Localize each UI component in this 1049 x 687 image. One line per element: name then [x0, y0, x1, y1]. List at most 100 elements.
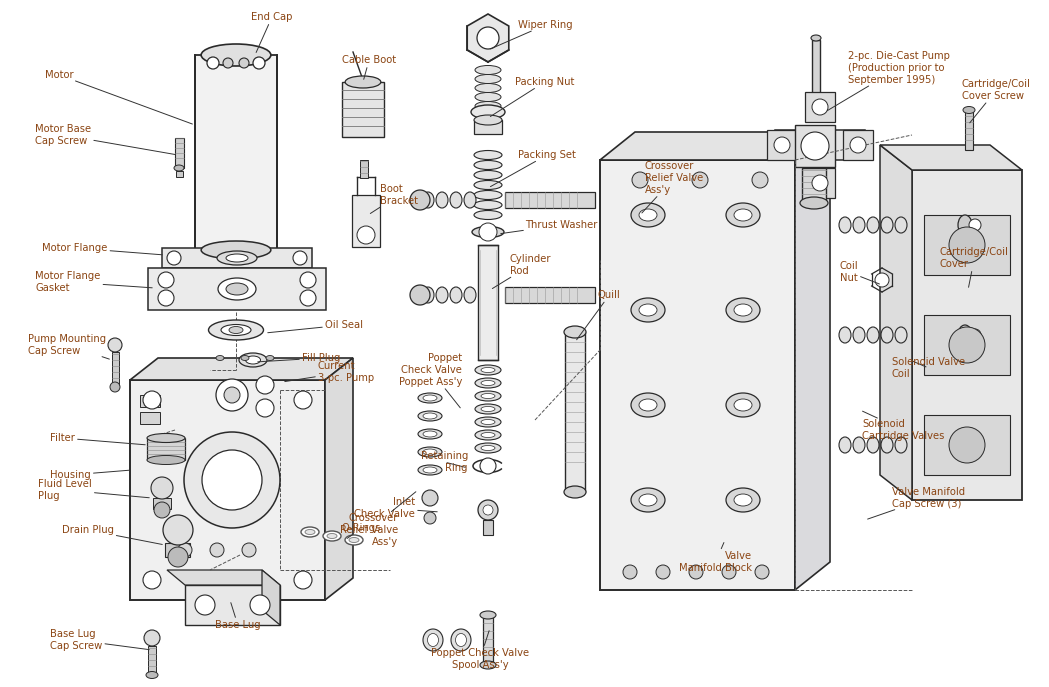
Ellipse shape: [201, 241, 271, 259]
Circle shape: [969, 329, 981, 341]
Ellipse shape: [423, 449, 437, 455]
Ellipse shape: [474, 161, 502, 170]
Ellipse shape: [423, 467, 437, 473]
Circle shape: [143, 391, 160, 409]
Polygon shape: [775, 130, 865, 160]
Ellipse shape: [209, 320, 263, 340]
Ellipse shape: [726, 393, 759, 417]
Bar: [795, 125, 835, 167]
Ellipse shape: [475, 417, 501, 427]
Text: Cartridge/Coil
Cover: Cartridge/Coil Cover: [940, 247, 1009, 287]
Bar: [474, 120, 502, 134]
Circle shape: [357, 226, 374, 244]
Ellipse shape: [450, 192, 462, 208]
Circle shape: [202, 450, 262, 510]
Circle shape: [812, 99, 828, 115]
Ellipse shape: [734, 304, 752, 316]
Ellipse shape: [218, 278, 256, 300]
Ellipse shape: [564, 326, 586, 338]
Ellipse shape: [418, 447, 442, 457]
Ellipse shape: [475, 93, 501, 102]
Ellipse shape: [428, 633, 438, 646]
Circle shape: [143, 571, 160, 589]
Ellipse shape: [868, 437, 879, 453]
Circle shape: [300, 272, 316, 288]
Bar: [267, 358, 273, 370]
Text: Packing Nut: Packing Nut: [490, 77, 575, 117]
Circle shape: [110, 382, 120, 392]
Bar: [130, 380, 325, 600]
Polygon shape: [130, 358, 354, 380]
Ellipse shape: [474, 115, 502, 125]
Circle shape: [479, 223, 497, 241]
Ellipse shape: [631, 203, 665, 227]
Ellipse shape: [853, 217, 865, 233]
Bar: [140, 395, 160, 407]
Text: Coil
Nut: Coil Nut: [839, 261, 879, 284]
Ellipse shape: [475, 378, 501, 388]
Circle shape: [294, 391, 312, 409]
Ellipse shape: [474, 181, 502, 190]
Circle shape: [108, 338, 122, 352]
Text: Fill Plug: Fill Plug: [258, 353, 340, 363]
Ellipse shape: [436, 192, 448, 208]
Circle shape: [195, 595, 215, 615]
Bar: [148, 268, 326, 310]
Ellipse shape: [423, 431, 437, 437]
Ellipse shape: [345, 535, 363, 545]
Ellipse shape: [239, 353, 267, 367]
Ellipse shape: [958, 325, 972, 345]
Circle shape: [774, 137, 790, 153]
Ellipse shape: [734, 209, 752, 221]
Circle shape: [969, 219, 981, 231]
Circle shape: [949, 327, 985, 363]
Ellipse shape: [450, 287, 462, 303]
Ellipse shape: [839, 327, 851, 343]
Text: Poppet
Check Valve
Poppet Ass'y: Poppet Check Valve Poppet Ass'y: [399, 353, 462, 408]
Ellipse shape: [481, 381, 495, 385]
Ellipse shape: [726, 488, 759, 512]
Circle shape: [623, 565, 637, 579]
Ellipse shape: [241, 355, 249, 361]
Text: Current
3-pc. Pump: Current 3-pc. Pump: [284, 361, 374, 383]
Text: Filter: Filter: [50, 433, 145, 444]
Ellipse shape: [305, 530, 315, 534]
Bar: [812, 40, 820, 110]
Circle shape: [692, 172, 708, 188]
Ellipse shape: [958, 435, 972, 455]
Bar: [565, 332, 585, 492]
Circle shape: [256, 399, 274, 417]
Ellipse shape: [226, 254, 248, 262]
Circle shape: [949, 227, 985, 263]
Ellipse shape: [323, 531, 341, 541]
Bar: [175, 138, 184, 168]
Ellipse shape: [475, 84, 501, 93]
Text: Thrust Washer: Thrust Washer: [500, 220, 597, 234]
Ellipse shape: [147, 455, 185, 464]
Polygon shape: [467, 14, 509, 62]
Ellipse shape: [245, 356, 260, 364]
Ellipse shape: [266, 355, 274, 361]
Text: Motor Base
Cap Screw: Motor Base Cap Screw: [35, 124, 175, 155]
Text: Solenoid
Cartridge Valves: Solenoid Cartridge Valves: [862, 411, 944, 441]
Circle shape: [949, 427, 985, 463]
Ellipse shape: [147, 433, 185, 442]
Ellipse shape: [464, 287, 476, 303]
Ellipse shape: [475, 74, 501, 84]
Ellipse shape: [474, 170, 502, 179]
Ellipse shape: [327, 534, 337, 539]
Ellipse shape: [301, 527, 319, 537]
Ellipse shape: [345, 76, 381, 88]
Bar: [153, 498, 171, 509]
Ellipse shape: [726, 203, 759, 227]
Circle shape: [158, 272, 174, 288]
Circle shape: [875, 273, 889, 287]
Circle shape: [223, 58, 233, 68]
Circle shape: [250, 595, 270, 615]
Ellipse shape: [734, 494, 752, 506]
Text: Base Lug: Base Lug: [215, 602, 260, 630]
Ellipse shape: [418, 429, 442, 439]
Text: Cylinder
Rod: Cylinder Rod: [492, 254, 552, 289]
Text: Motor Flange
Gasket: Motor Flange Gasket: [35, 271, 152, 293]
Bar: [920, 327, 960, 343]
